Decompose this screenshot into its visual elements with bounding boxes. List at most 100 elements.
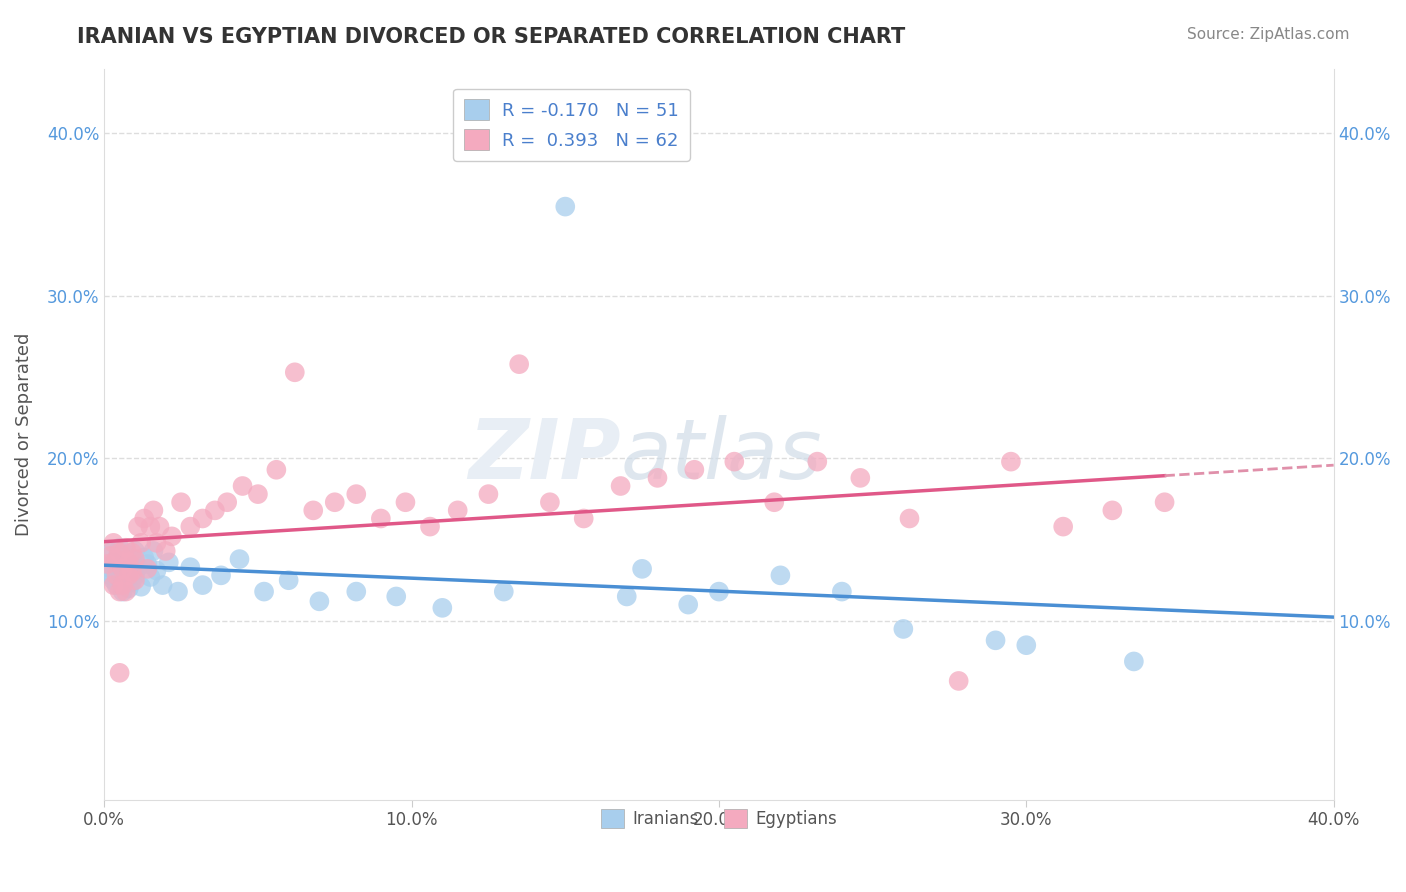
Point (179, 560, 201, 574)
Point (134, 511, 156, 525)
Point (111, 562, 134, 576)
Point (108, 541, 131, 555)
Point (228, 552, 250, 566)
Point (631, 562, 654, 576)
Point (179, 519, 201, 533)
Point (898, 511, 921, 525)
Point (105, 552, 128, 566)
Point (394, 495, 416, 509)
Point (1015, 638, 1038, 652)
Point (100, 546, 122, 560)
Point (96, 557, 118, 571)
Point (139, 570, 162, 584)
Point (609, 479, 631, 493)
Point (152, 578, 174, 592)
Point (432, 600, 454, 615)
Point (103, 557, 125, 571)
Point (447, 503, 470, 517)
Point (121, 546, 143, 560)
Point (103, 573, 125, 587)
Point (204, 503, 226, 517)
Point (849, 471, 872, 485)
Point (370, 511, 392, 525)
Point (103, 578, 125, 592)
Point (118, 582, 141, 596)
Point (114, 541, 136, 555)
Point (118, 562, 141, 576)
Point (477, 487, 499, 501)
Point (108, 565, 131, 579)
Point (142, 503, 165, 517)
Point (136, 557, 159, 571)
Point (108, 665, 131, 680)
Legend: Iranians, Egyptians: Iranians, Egyptians (595, 803, 844, 835)
Point (100, 568, 122, 582)
Point (253, 584, 276, 599)
Point (948, 673, 970, 688)
Text: atlas: atlas (620, 416, 823, 497)
Point (129, 536, 152, 550)
Point (246, 487, 269, 501)
Point (114, 547, 136, 561)
Point (124, 568, 146, 582)
Point (127, 560, 149, 574)
Point (984, 633, 1007, 648)
Point (1052, 519, 1074, 533)
Point (136, 562, 159, 576)
Point (616, 590, 638, 604)
Text: Source: ZipAtlas.com: Source: ZipAtlas.com (1187, 27, 1350, 42)
Point (308, 594, 330, 608)
Point (155, 544, 177, 558)
Point (108, 584, 131, 599)
Point (114, 584, 136, 599)
Point (105, 578, 128, 592)
Point (676, 598, 699, 612)
Point (344, 584, 367, 599)
Point (302, 503, 325, 517)
Point (105, 552, 128, 566)
Point (647, 471, 669, 485)
Point (105, 568, 128, 582)
Point (170, 495, 193, 509)
Text: IRANIAN VS EGYPTIAN DIVORCED OR SEPARATED CORRELATION CHART: IRANIAN VS EGYPTIAN DIVORCED OR SEPARATE… (77, 27, 905, 46)
Point (134, 550, 156, 565)
Point (284, 365, 307, 379)
Point (121, 565, 143, 579)
Point (232, 479, 254, 493)
Point (139, 519, 162, 533)
Point (124, 552, 146, 566)
Point (344, 487, 367, 501)
Point (167, 584, 190, 599)
Text: ZIP: ZIP (468, 416, 620, 497)
Point (554, 200, 576, 214)
Point (1101, 503, 1123, 517)
Point (111, 555, 134, 569)
Point (111, 578, 134, 592)
Point (508, 357, 530, 371)
Point (723, 455, 745, 469)
Point (191, 511, 214, 525)
Y-axis label: Divorced or Separated: Divorced or Separated (15, 333, 32, 536)
Point (108, 546, 131, 560)
Point (157, 555, 180, 569)
Point (683, 463, 706, 477)
Point (1122, 655, 1144, 669)
Point (127, 519, 149, 533)
Point (121, 552, 143, 566)
Point (763, 495, 786, 509)
Point (806, 455, 828, 469)
Point (538, 495, 561, 509)
Point (145, 536, 167, 550)
Point (385, 590, 408, 604)
Point (103, 536, 125, 550)
Point (124, 544, 146, 558)
Point (191, 578, 214, 592)
Point (277, 573, 299, 587)
Point (100, 549, 122, 563)
Point (419, 519, 441, 533)
Point (148, 519, 170, 533)
Point (118, 555, 141, 569)
Point (114, 570, 136, 584)
Point (1153, 495, 1175, 509)
Point (831, 584, 853, 599)
